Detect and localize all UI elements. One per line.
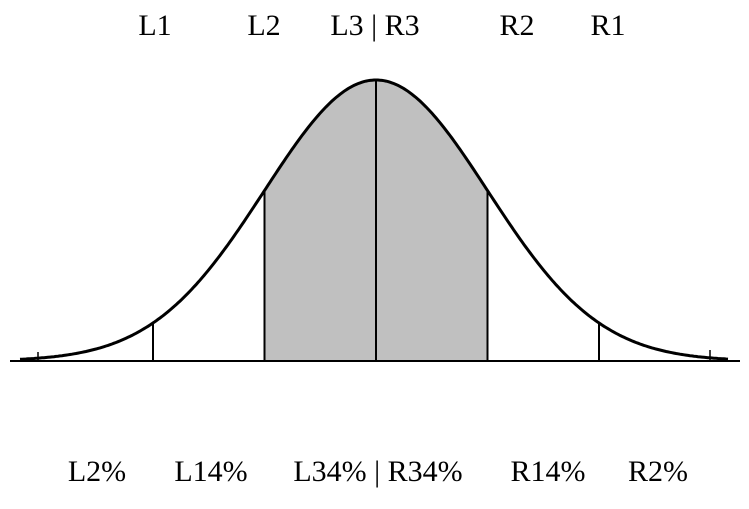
label-r2-percent: R2% <box>628 455 688 488</box>
label-l14-percent: L14% <box>174 455 248 488</box>
label-l3-r3: L3 | R3 <box>330 9 420 42</box>
label-l2: L2 <box>247 9 281 42</box>
label-r14-percent: R14% <box>510 455 586 488</box>
label-l2-percent: L2% <box>67 455 127 488</box>
label-r1: R1 <box>590 9 626 42</box>
label-l34-r34-percent: L34% | R34% <box>293 455 463 488</box>
label-r2: R2 <box>499 9 535 42</box>
bell-curve <box>19 78 729 361</box>
label-l1: L1 <box>138 9 172 42</box>
